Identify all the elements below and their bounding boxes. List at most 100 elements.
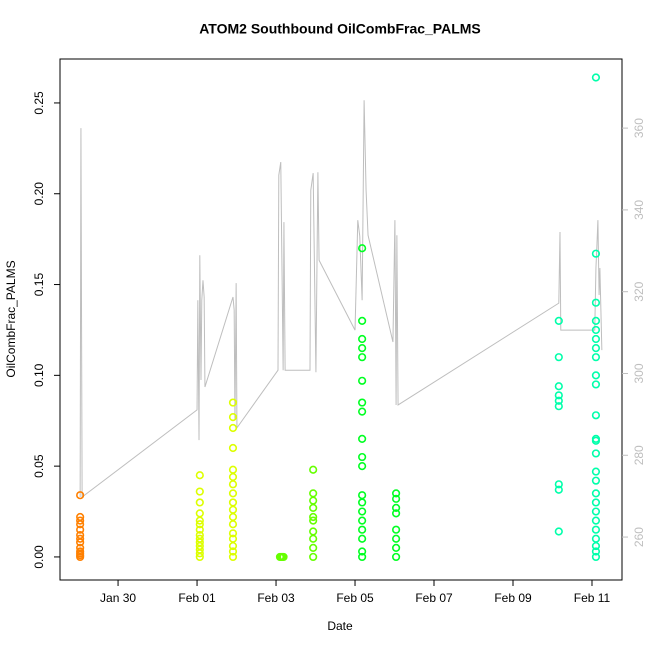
point — [554, 382, 563, 391]
x-tick-label: Feb 03 — [257, 591, 295, 605]
point — [309, 512, 318, 522]
point — [195, 498, 204, 507]
y2-tick-label: 280 — [632, 445, 646, 465]
point — [309, 465, 318, 474]
point — [391, 534, 401, 543]
point — [591, 467, 601, 476]
x-tick-label: Jan 30 — [100, 591, 136, 605]
line-series — [79, 100, 603, 498]
point — [358, 434, 367, 443]
point — [591, 73, 601, 82]
point — [358, 334, 367, 344]
x-tick-label: Feb 07 — [415, 591, 453, 605]
point — [195, 487, 204, 496]
point — [391, 552, 401, 562]
point — [591, 334, 601, 344]
y2-tick-label: 300 — [632, 363, 646, 383]
point — [76, 551, 85, 560]
point — [76, 547, 85, 556]
point — [591, 344, 601, 353]
point — [195, 471, 204, 480]
point — [554, 485, 563, 494]
y-tick-label: 0.15 — [32, 273, 46, 297]
point — [391, 494, 401, 503]
point — [309, 552, 318, 562]
point — [228, 489, 238, 498]
point — [591, 380, 601, 389]
point — [591, 411, 601, 420]
point — [228, 413, 238, 422]
point — [195, 525, 204, 534]
point — [554, 480, 563, 489]
point — [309, 516, 318, 525]
point — [228, 552, 238, 562]
point — [76, 516, 85, 525]
point — [358, 398, 367, 407]
point — [591, 552, 601, 562]
point — [358, 534, 367, 543]
point — [591, 316, 601, 325]
point — [591, 249, 601, 258]
y2-tick-label: 340 — [632, 200, 646, 220]
point — [591, 489, 601, 498]
point — [195, 534, 204, 543]
y-tick-label: 0.05 — [32, 454, 46, 478]
point — [279, 552, 288, 562]
chart-title: ATOM2 Southbound OilCombFrac_PALMS — [199, 21, 481, 37]
x-tick-label: Feb 11 — [574, 591, 611, 605]
point — [391, 509, 401, 518]
point — [76, 512, 85, 522]
point — [228, 398, 238, 407]
point — [358, 244, 367, 253]
point — [228, 520, 238, 529]
point — [591, 507, 601, 516]
plot-frame — [59, 58, 623, 581]
point — [591, 525, 601, 534]
point — [554, 353, 563, 362]
point — [591, 371, 601, 380]
point — [309, 489, 318, 498]
point — [228, 465, 238, 474]
point — [554, 396, 563, 405]
point — [358, 491, 367, 500]
point — [391, 489, 401, 498]
point — [358, 516, 367, 525]
point — [554, 402, 563, 411]
y-tick-label: 0.20 — [32, 182, 46, 206]
point — [309, 543, 318, 552]
point — [228, 480, 238, 489]
point — [554, 391, 563, 400]
point — [76, 534, 85, 543]
point — [358, 353, 367, 362]
point — [391, 543, 401, 552]
point — [76, 531, 85, 540]
point — [591, 498, 601, 507]
point — [195, 531, 204, 540]
x-tick-label: Feb 05 — [336, 591, 374, 605]
point — [391, 525, 401, 534]
point — [358, 407, 367, 416]
point — [228, 443, 238, 453]
point — [228, 423, 238, 433]
point — [228, 529, 238, 538]
point — [358, 547, 367, 556]
point — [358, 498, 367, 507]
point — [76, 525, 85, 534]
y-tick-label: 0.10 — [32, 363, 46, 387]
point — [358, 344, 367, 353]
point — [358, 462, 367, 471]
point — [195, 520, 204, 529]
point — [195, 509, 204, 518]
y-tick-label: 0.25 — [32, 91, 46, 115]
point — [358, 376, 367, 385]
point — [309, 534, 318, 543]
point — [591, 353, 601, 362]
point — [391, 503, 401, 513]
point — [228, 498, 238, 507]
point — [309, 496, 318, 505]
point — [228, 512, 238, 522]
x-tick-label: Feb 09 — [494, 591, 532, 605]
point — [228, 547, 238, 556]
point — [591, 534, 601, 543]
